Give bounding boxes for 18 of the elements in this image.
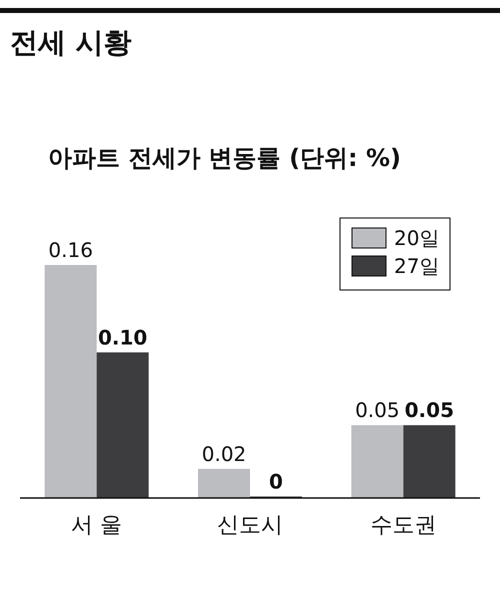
chart-title: 전세 시황 xyxy=(10,26,132,59)
data-label: 0.05 xyxy=(355,398,400,422)
bar xyxy=(403,425,456,498)
data-label: 0 xyxy=(269,470,283,494)
legend-label: 20일 xyxy=(394,226,440,250)
chart-subtitle: 아파트 전세가 변동률 (단위: %) xyxy=(48,144,402,172)
data-label: 0.05 xyxy=(404,398,454,422)
data-label: 0.16 xyxy=(48,238,93,262)
bar xyxy=(198,468,250,498)
bar xyxy=(351,425,404,498)
bar xyxy=(44,265,97,498)
legend-label: 27일 xyxy=(394,254,440,278)
x-tick-label: 신도시 xyxy=(217,513,283,538)
x-tick-label: 수도권 xyxy=(370,513,436,538)
data-label: 0.02 xyxy=(202,442,246,466)
x-tick-label: 서 울 xyxy=(71,513,122,538)
bar xyxy=(96,352,149,498)
data-label: 0.10 xyxy=(98,325,148,350)
